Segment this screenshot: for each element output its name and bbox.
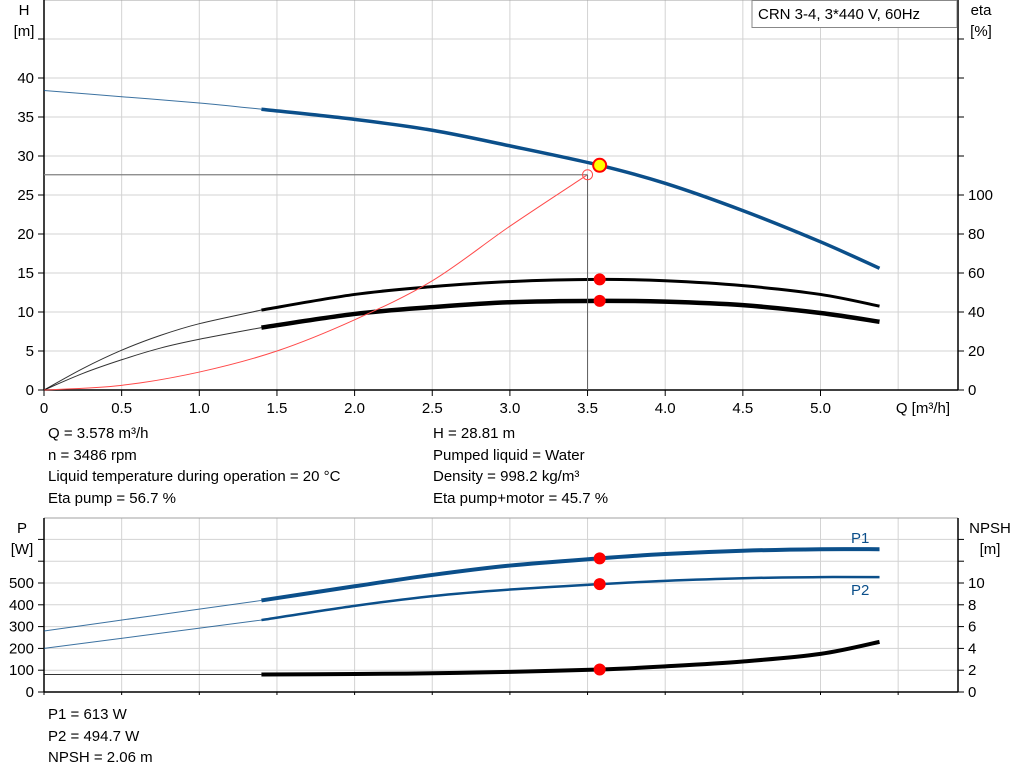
duty-info-right: H = 28.81 m Pumped liquid = Water Densit… xyxy=(433,423,608,509)
info-liquid: Pumped liquid = Water xyxy=(433,446,585,464)
duty-point-marker xyxy=(593,552,606,565)
y-right-tick-label: 6 xyxy=(968,619,976,636)
info-temperature: Liquid temperature during operation = 20… xyxy=(48,468,341,485)
y-left-tick-label: 100 xyxy=(9,662,34,679)
x-tick-label: 1.0 xyxy=(189,400,210,417)
y-left-tick-label: 25 xyxy=(17,187,34,204)
info-speed: n = 3486 rpm xyxy=(48,446,137,464)
y-right-axis-unit: [%] xyxy=(970,23,992,40)
info-head: H = 28.81 m xyxy=(433,425,516,442)
series-0-curve-extrapolated xyxy=(43,89,262,110)
y-left-axis-unit: [m] xyxy=(14,23,35,40)
y-left-tick-label: 400 xyxy=(9,597,34,614)
x-tick-label: 3.0 xyxy=(499,400,520,417)
x-axis-label: Q [m³/h] xyxy=(896,400,950,417)
y-left-tick-label: 30 xyxy=(17,148,34,165)
series-2-curve-extrapolated xyxy=(43,327,262,391)
y-right-axis-label: NPSH xyxy=(969,520,1011,537)
info-npsh: NPSH = 2.06 m xyxy=(48,749,153,766)
p2-series-label: P2 xyxy=(851,582,869,599)
y-left-tick-label: 15 xyxy=(17,265,34,282)
y-right-axis-unit: [m] xyxy=(980,541,1001,558)
info-p2: P2 = 494.7 W xyxy=(48,727,140,745)
p1-curve-extrapolated xyxy=(43,599,262,632)
duty-point-marker xyxy=(592,157,608,173)
p2-curve-extrapolated xyxy=(43,619,262,649)
x-tick-label: 0 xyxy=(40,400,48,417)
y-right-tick-label: 0 xyxy=(968,382,976,399)
duty-info-left: Q = 3.578 m³/h n = 3486 rpm Liquid tempe… xyxy=(48,423,340,509)
duty-point-marker xyxy=(593,294,606,307)
y-left-tick-label: 0 xyxy=(26,684,34,701)
x-tick-label: 3.5 xyxy=(577,400,598,417)
x-tick-label: 2.5 xyxy=(422,400,443,417)
x-tick-label: 4.0 xyxy=(655,400,676,417)
y-left-tick-label: 40 xyxy=(17,70,34,87)
p1-series-label: P1 xyxy=(851,530,869,547)
info-flow: Q = 3.578 m³/h xyxy=(48,425,149,442)
y-left-tick-label: 200 xyxy=(9,640,34,657)
x-tick-label: 0.5 xyxy=(111,400,132,417)
reference-point-marker xyxy=(582,169,594,181)
info-density: Density = 998.2 kg/m³ xyxy=(433,468,580,485)
x-tick-label: 1.5 xyxy=(267,400,288,417)
y-left-tick-label: 5 xyxy=(26,343,34,360)
y-left-tick-label: 35 xyxy=(17,109,34,126)
info-p1: P1 = 613 W xyxy=(48,706,127,723)
y-right-tick-label: 20 xyxy=(968,343,985,360)
y-left-axis-unit: [W] xyxy=(11,541,34,558)
info-eta-pump-motor: Eta pump+motor = 45.7 % xyxy=(433,489,609,507)
x-tick-label: 2.0 xyxy=(344,400,365,417)
power-info: P1 = 613 W P2 = 494.7 W NPSH = 2.06 m xyxy=(48,704,153,769)
duty-point-marker xyxy=(593,273,606,286)
y-right-tick-label: 60 xyxy=(968,265,985,282)
y-right-tick-label: 40 xyxy=(968,304,985,321)
y-right-axis-label: eta xyxy=(971,2,993,19)
system-curve xyxy=(43,174,588,391)
y-right-tick-label: 0 xyxy=(968,684,976,701)
duty-point-marker xyxy=(593,663,606,676)
y-right-tick-label: 10 xyxy=(968,575,985,592)
legend-box xyxy=(751,0,958,28)
series-1-curve-extrapolated xyxy=(43,309,262,391)
y-left-tick-label: 500 xyxy=(9,575,34,592)
x-tick-label: 4.5 xyxy=(732,400,753,417)
y-right-tick-label: 100 xyxy=(968,187,993,204)
y-right-tick-label: 2 xyxy=(968,662,976,679)
y-left-tick-label: 10 xyxy=(17,304,34,321)
y-left-tick-label: 300 xyxy=(9,619,34,636)
duty-point-marker xyxy=(593,578,606,591)
y-left-axis-label: P xyxy=(17,520,27,537)
y-right-tick-label: 8 xyxy=(968,597,976,614)
y-left-tick-label: 20 xyxy=(17,226,34,243)
y-left-tick-label: 0 xyxy=(26,382,34,399)
legend-box-text: CRN 3-4, 3*440 V, 60Hz xyxy=(758,6,920,23)
y-right-tick-label: 4 xyxy=(968,640,976,657)
x-tick-label: 5.0 xyxy=(810,400,831,417)
y-left-axis-label: H xyxy=(19,2,30,19)
y-right-tick-label: 80 xyxy=(968,226,985,243)
info-eta-pump: Eta pump = 56.7 % xyxy=(48,489,176,507)
